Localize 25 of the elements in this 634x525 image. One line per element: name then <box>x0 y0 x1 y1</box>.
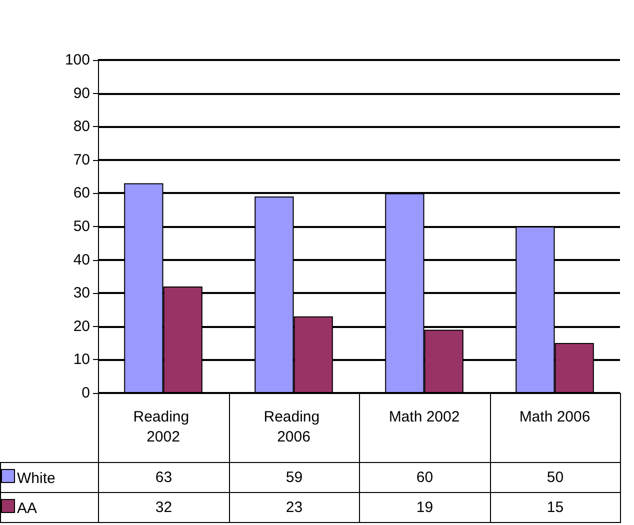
data-label: 63 <box>155 469 172 486</box>
data-label: 19 <box>416 499 434 516</box>
y-tick-label: 90 <box>73 84 90 102</box>
y-tick-label: 80 <box>73 118 90 136</box>
data-label: 59 <box>286 469 303 486</box>
data-label: 23 <box>286 499 303 516</box>
data-label: 15 <box>546 499 564 516</box>
x-tick-label: Reading 2006 <box>264 408 324 446</box>
legend-label: AA <box>16 498 38 516</box>
y-tick-label: 70 <box>73 151 90 168</box>
y-tick-label: 100 <box>64 52 90 68</box>
y-tick-label: 40 <box>73 251 90 268</box>
x-tick-label: Math 2002 <box>388 408 460 426</box>
y-tick-label: 50 <box>73 218 90 235</box>
data-label: 50 <box>546 469 564 486</box>
x-tick-label: Reading 2002 <box>133 408 194 446</box>
y-tick-label: 20 <box>73 318 90 335</box>
y-tick-label: 60 <box>73 184 90 202</box>
y-tick-label: 10 <box>73 351 90 368</box>
x-tick-label: Math 2006 <box>519 408 590 426</box>
legend-label: White <box>16 468 56 486</box>
data-label: 32 <box>155 499 172 516</box>
y-tick-label: 0 <box>82 384 90 402</box>
data-label: 60 <box>416 469 434 486</box>
y-tick-label: 30 <box>73 284 90 302</box>
